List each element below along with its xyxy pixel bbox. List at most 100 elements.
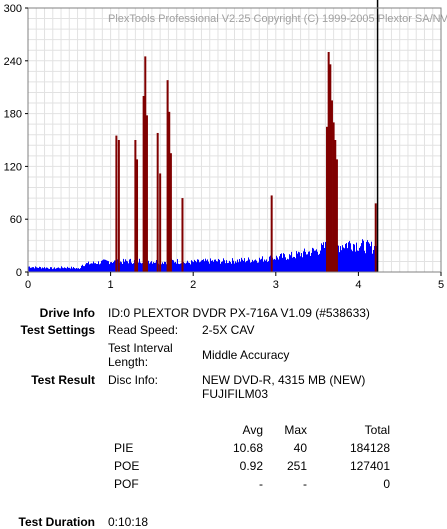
pie-bar [306,254,307,272]
pie-bar [69,267,70,272]
pie-bar [268,261,269,272]
pie-bar [309,251,310,272]
poe-bar [169,153,172,272]
pie-bar [372,253,373,272]
pie-bar [273,259,274,272]
pie-bar [84,266,85,272]
pie-bar [150,262,151,272]
pie-bar [269,256,270,272]
pie-bar [302,257,303,272]
pie-bar [48,268,49,272]
pie-bar [243,260,244,272]
pie-bar [41,268,42,272]
pie-bar [211,260,212,272]
pie-bar [320,250,321,272]
pie-bar [278,259,279,272]
pie-bar [149,263,150,272]
pie-bar [340,246,341,272]
pie-bar [324,248,325,272]
disc-info-label: Disc Info: [108,373,159,387]
pie-bar [299,252,300,272]
pie-bar [78,268,79,272]
pie-bar [224,260,225,272]
pie-bar [244,258,245,272]
pie-bar [81,265,82,272]
poe-bar [117,140,120,272]
pie-bar [59,268,60,272]
pie-bar [253,261,254,272]
pie-bar [205,258,206,272]
pie-bar [198,259,199,272]
poe-bar [145,115,148,272]
pie-bar [123,258,124,272]
pie-bar [230,262,231,272]
stats-row-name: POF [114,477,139,491]
pie-bar [346,242,347,272]
pie-bar [148,260,149,272]
pie-bar [262,256,263,272]
poe-bar [335,159,338,272]
pie-bar [121,262,122,272]
pie-bar [197,259,198,272]
pie-bar [234,263,235,272]
pie-bar [370,246,371,272]
x-tick-label: 4 [355,279,361,291]
pie-bar [98,261,99,272]
pie-bar [221,261,222,272]
pie-bar [190,264,191,272]
pie-bar [321,243,322,272]
drive-info-value: ID:0 PLEXTOR DVDR PX-716A V1.09 (#538633… [108,306,370,320]
pie-bar [373,249,374,272]
pie-bar [194,259,195,272]
pie-bar [124,261,125,272]
pie-bar [215,259,216,272]
stats-header-total: Total [364,423,390,437]
pie-bar [369,243,370,272]
pie-bar [202,259,203,272]
pie-bar [177,259,178,272]
pie-bar [368,242,369,272]
y-tick-label: 240 [4,56,22,68]
pie-bar [366,241,367,272]
y-tick-label: 180 [4,109,22,121]
poe-bar [156,132,159,272]
plot-border [27,7,442,273]
x-tick-label: 1 [108,279,114,291]
pie-bar [33,267,34,272]
pie-bar [130,258,131,272]
pie-bar [208,261,209,272]
pie-bar [114,260,115,272]
pie-bar [213,261,214,272]
pie-bar [68,267,69,272]
poe-bar [181,198,184,272]
pie-bar [106,260,107,272]
poe-bar [136,159,139,272]
pie-bar [257,262,258,272]
pie-bar [310,255,311,272]
pie-bar [242,259,243,272]
pie-bar [187,260,188,272]
pie-bar [57,267,58,272]
pie-bar [279,256,280,272]
pie-bar [30,267,31,272]
pie-bar [95,263,96,272]
pie-bar [216,261,217,272]
pie-bar [251,262,252,272]
y-tick-label: 300 [4,3,22,15]
x-tick-label: 5 [438,279,444,291]
pie-bar [107,260,108,272]
pie-bar [345,243,346,272]
pie-bar [112,262,113,272]
pie-bar [361,243,362,272]
pie-bar [362,239,363,272]
pie-bar [180,263,181,272]
pie-bar [311,252,312,272]
pie-bar [174,262,175,272]
pie-bar [66,268,67,272]
pie-bar [46,267,47,272]
pie-bar [292,257,293,272]
test-settings-label: Test Settings [20,323,95,337]
pie-bar [102,260,103,272]
pie-bar [172,259,173,272]
pie-bar [90,263,91,272]
